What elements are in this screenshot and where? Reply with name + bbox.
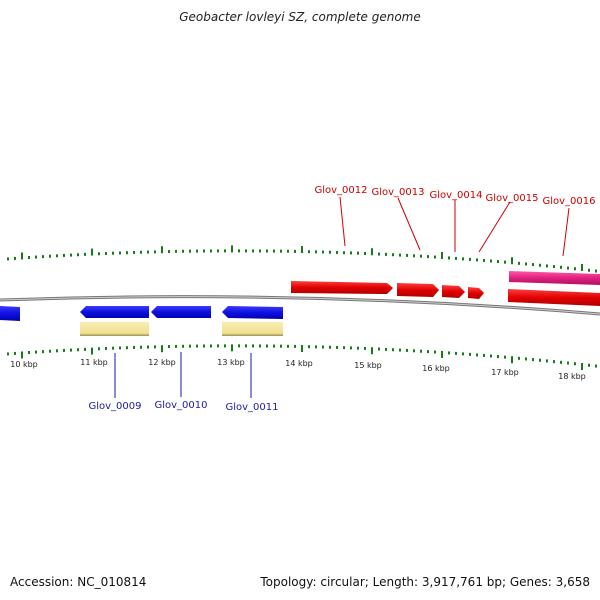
kbp-label: 14 kbp — [285, 359, 313, 368]
kbp-label: 12 kbp — [148, 358, 176, 367]
kbp-label: 16 kbp — [422, 364, 450, 373]
leader-line-glov-0012 — [339, 196, 346, 247]
forward-label-leaders — [339, 196, 570, 257]
bottom-tick-row — [7, 344, 597, 371]
gene-glov-0015-arrow[interactable] — [468, 287, 484, 299]
kbp-label: 18 kbp — [558, 372, 586, 381]
accession-text: Accession: NC_010814 — [10, 575, 147, 589]
kbp-scale-labels: 10 kbp 11 kbp 12 kbp 13 kbp 14 kbp 15 kb… — [10, 358, 586, 381]
reverse-gene-labels: Glov_0009 Glov_0010 Glov_0011 — [88, 400, 278, 413]
leader-line-glov-0016 — [562, 207, 570, 257]
reverse-label-leaders — [114, 352, 252, 398]
cds-feature-glov-0011[interactable] — [222, 322, 283, 336]
map-title: Geobacter lovleyi SZ, complete genome — [179, 10, 421, 24]
gene-label-glov-0010[interactable]: Glov_0010 — [154, 400, 207, 411]
gene-glov-0014-arrow[interactable] — [442, 285, 465, 298]
gene-glov-0009-arrow[interactable] — [80, 306, 149, 318]
gene-glov-0016-arrow[interactable] — [508, 289, 600, 306]
gene-label-glov-0014[interactable]: Glov_0014 — [429, 190, 482, 201]
gene-label-glov-0016[interactable]: Glov_0016 — [542, 196, 595, 207]
gene-label-glov-0015[interactable]: Glov_0015 — [485, 193, 538, 204]
kbp-label: 11 kbp — [80, 358, 108, 367]
gene-label-glov-0009[interactable]: Glov_0009 — [88, 401, 141, 412]
gene-glov-0016-pink-bar[interactable] — [509, 271, 600, 285]
gene-glov-0008-arrow[interactable] — [0, 306, 20, 321]
kbp-label: 17 kbp — [491, 368, 519, 377]
gene-glov-0013-arrow[interactable] — [397, 283, 439, 297]
gene-glov-0011-arrow[interactable] — [222, 306, 283, 319]
leader-line-glov-0013 — [397, 197, 421, 251]
top-tick-row — [7, 245, 597, 273]
gene-label-glov-0013[interactable]: Glov_0013 — [371, 187, 424, 198]
kbp-label: 15 kbp — [354, 361, 382, 370]
leader-line-glov-0015 — [478, 201, 511, 253]
gene-glov-0010-arrow[interactable] — [151, 306, 211, 318]
gene-label-glov-0011[interactable]: Glov_0011 — [225, 402, 278, 413]
kbp-label: 10 kbp — [10, 360, 38, 369]
gene-glov-0012-arrow[interactable] — [291, 281, 393, 294]
backbone-highlight — [0, 296, 600, 315]
gene-label-glov-0012[interactable]: Glov_0012 — [314, 185, 367, 196]
cds-feature-glov-0009[interactable] — [80, 322, 149, 336]
forward-gene-labels: Glov_0012 Glov_0013 Glov_0014 Glov_0015 … — [314, 185, 595, 207]
genome-summary-text: Topology: circular; Length: 3,917,761 bp… — [260, 575, 590, 589]
kbp-label: 13 kbp — [217, 358, 245, 367]
